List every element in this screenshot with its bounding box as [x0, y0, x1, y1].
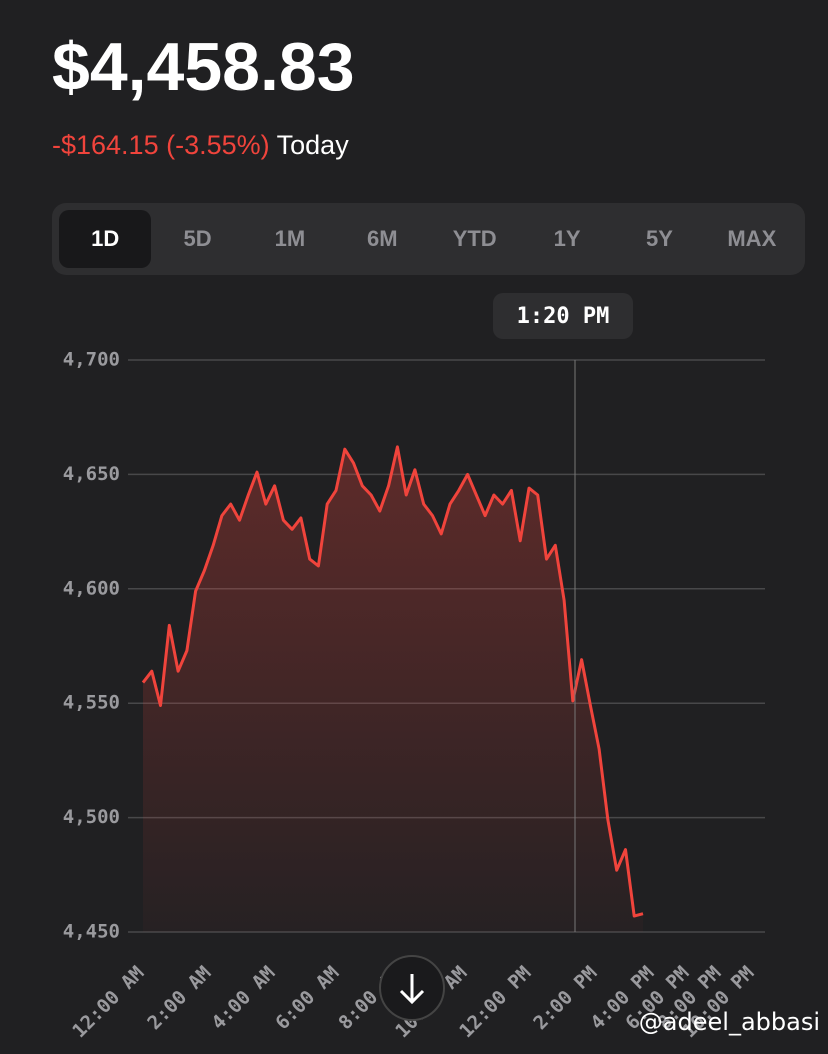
- cursor-label: 1:20 PM: [517, 304, 610, 329]
- y-tick-label: 4,600: [63, 577, 120, 599]
- x-tick-label: 4:00 AM: [207, 962, 279, 1034]
- range-tab[interactable]: MAX: [727, 226, 777, 251]
- range-tab[interactable]: 6M: [367, 226, 398, 251]
- range-tab[interactable]: 1Y: [553, 226, 581, 251]
- range-tab[interactable]: YTD: [452, 226, 497, 251]
- area: [143, 446, 643, 932]
- x-tick-label: 2:00 AM: [143, 962, 215, 1034]
- y-tick-label: 4,450: [63, 921, 120, 943]
- price-line: [141, 445, 644, 918]
- cursor-label-bg: [493, 293, 633, 339]
- y-tick-label: 4,700: [63, 349, 120, 371]
- y-tick-label: 4,500: [63, 806, 120, 828]
- range-tabs: 1D 5D 1M 6M YTD 1Y 5Y MAX: [52, 203, 805, 275]
- range-tab[interactable]: 1D: [59, 210, 152, 268]
- period: Today: [276, 130, 349, 160]
- watermark: @adeel_abbasi: [639, 1008, 820, 1036]
- y-tick-label: 4,650: [63, 463, 120, 485]
- y-tick-label: 4,550: [63, 692, 120, 714]
- x-tick-label: 6:00 AM: [271, 962, 343, 1034]
- change-row: -$164.15 (-3.55%) Today: [52, 130, 349, 161]
- change: -$164.15 (-3.55%): [52, 130, 270, 160]
- x-tick-label: 12:00 AM: [68, 962, 148, 1042]
- range-tab[interactable]: 5Y: [645, 226, 673, 251]
- range-tab[interactable]: 5D: [183, 226, 212, 251]
- price: $4,458.83: [52, 29, 355, 105]
- range-tab[interactable]: 1M: [274, 226, 306, 251]
- down-arrow-icon: [399, 974, 425, 1005]
